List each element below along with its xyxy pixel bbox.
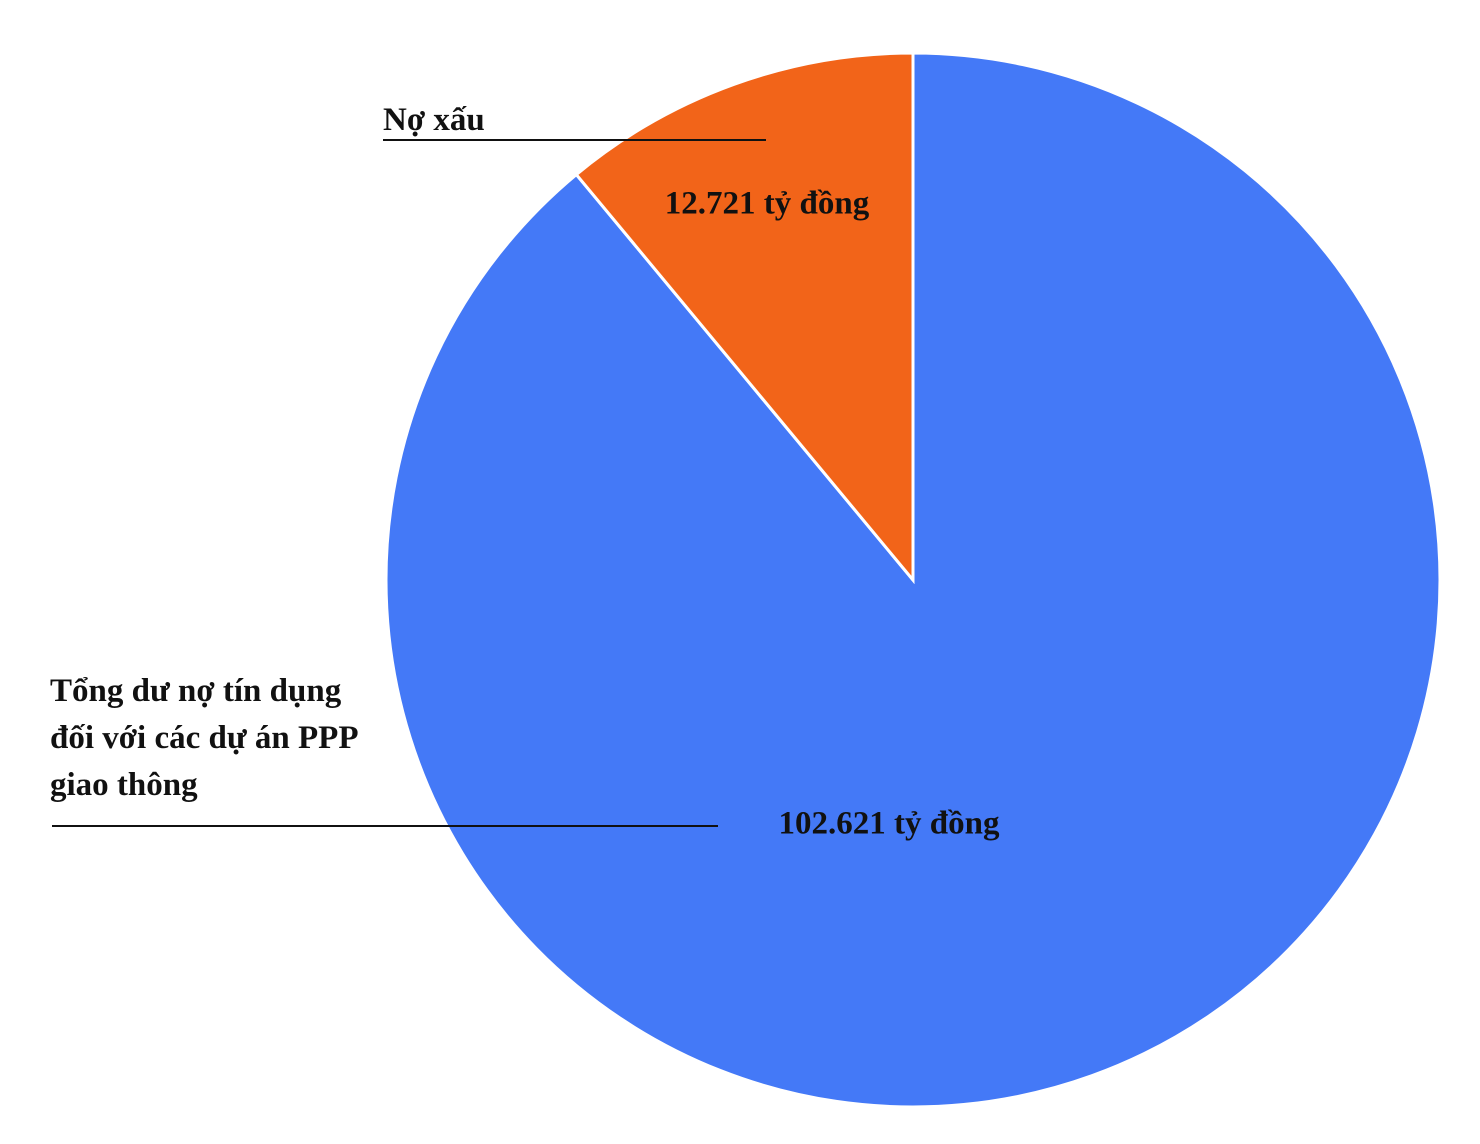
- category-label: Tổng dư nợ tín dụng đối với các dự án PP…: [50, 673, 357, 803]
- value-label: 102.621 tỷ đồng: [779, 806, 1000, 842]
- value-label: 12.721 tỷ đồng: [665, 186, 870, 222]
- category-label: Nợ xấu: [383, 102, 485, 138]
- pie-slice: [384, 51, 1442, 1109]
- pie-slice: [574, 51, 915, 585]
